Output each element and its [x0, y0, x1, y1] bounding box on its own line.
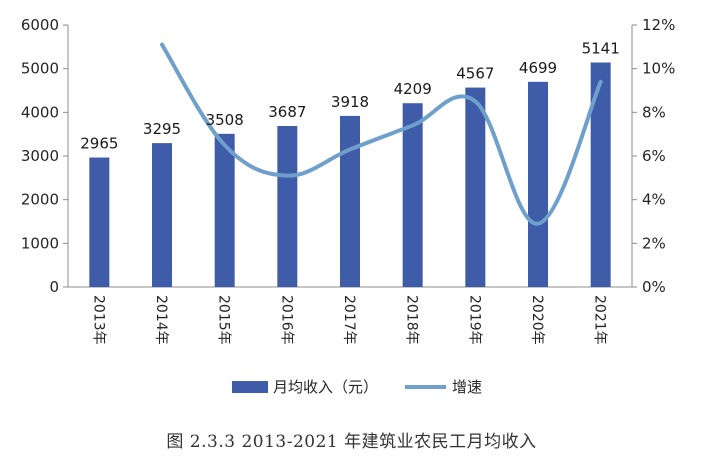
y-right-tick-label: 8%	[642, 103, 666, 121]
bar	[214, 133, 235, 287]
bar-data-label: 3687	[268, 103, 306, 121]
y-right-tick-label: 10%	[642, 60, 675, 78]
x-category-label: 2020年	[529, 295, 545, 345]
bar-data-label: 3918	[331, 93, 369, 111]
data-labels: 2965 3295 3508 3687 3918 4209 4567 4699 5141	[80, 40, 620, 153]
y-left-tick-label: 5000	[21, 60, 59, 78]
bar-data-label: 4567	[456, 65, 494, 83]
x-category-label: 2021年	[592, 295, 608, 345]
bar	[277, 126, 298, 287]
y-left-tick-label: 3000	[21, 147, 59, 165]
bar-data-label: 2965	[80, 135, 118, 153]
legend-bar-swatch	[232, 381, 268, 393]
bar-data-label: 4699	[519, 59, 557, 77]
y-right-tick-label: 12%	[642, 16, 675, 34]
legend-bar-label: 月均收入（元）	[273, 378, 378, 396]
bar	[340, 115, 360, 287]
y-right-tick-label: 0%	[642, 278, 666, 296]
growth-line	[160, 42, 603, 226]
y-right-tick-label: 4%	[642, 191, 666, 209]
bar	[590, 62, 611, 287]
bar-data-label: 5141	[582, 40, 620, 58]
y-right-tick-label: 2%	[642, 234, 666, 252]
y-left-tick-label: 0	[49, 278, 59, 296]
growth-line-series	[160, 42, 603, 226]
x-category-label: 2015年	[216, 295, 232, 345]
x-category-label: 2016年	[278, 295, 294, 345]
figure-caption: 图 2.3.3 2013-2021 年建筑业农民工月均收入	[166, 432, 537, 452]
bar	[465, 87, 486, 287]
x-category-label: 2017年	[341, 295, 357, 345]
y-right-tick-label: 6%	[642, 147, 666, 165]
bar	[152, 143, 172, 287]
y-left-tick-label: 4000	[21, 103, 59, 121]
bar-data-label: 3295	[143, 120, 181, 138]
x-axis: 2013年 2014年 2015年 2016年 2017年 2018年 2019年 2020年…	[68, 286, 632, 345]
bar-data-label: 3508	[206, 111, 244, 129]
y-right-axis: 0% 2% 4% 6% 8% 10% 12%	[631, 16, 675, 296]
bar	[89, 157, 110, 287]
legend: 月均收入（元） 增速	[232, 378, 482, 396]
bar	[402, 103, 423, 287]
x-category-label: 2019年	[466, 295, 482, 345]
x-category-label: 2013年	[90, 295, 106, 345]
x-category-label: 2018年	[404, 295, 420, 345]
y-left-tick-label: 1000	[21, 234, 59, 252]
x-category-label: 2014年	[153, 295, 169, 345]
bar	[528, 81, 548, 287]
bar-data-label: 4209	[394, 80, 432, 98]
y-left-tick-label: 6000	[21, 16, 59, 34]
legend-line-label: 增速	[452, 378, 482, 396]
y-left-tick-label: 2000	[21, 191, 59, 209]
y-left-axis: 0 1000 2000 3000 4000 5000 6000	[21, 16, 69, 296]
bar-series	[89, 62, 611, 287]
chart: 0 1000 2000 3000 4000 5000 6000 0% 2% 4% 6% 8% 10% 1…	[21, 16, 676, 396]
